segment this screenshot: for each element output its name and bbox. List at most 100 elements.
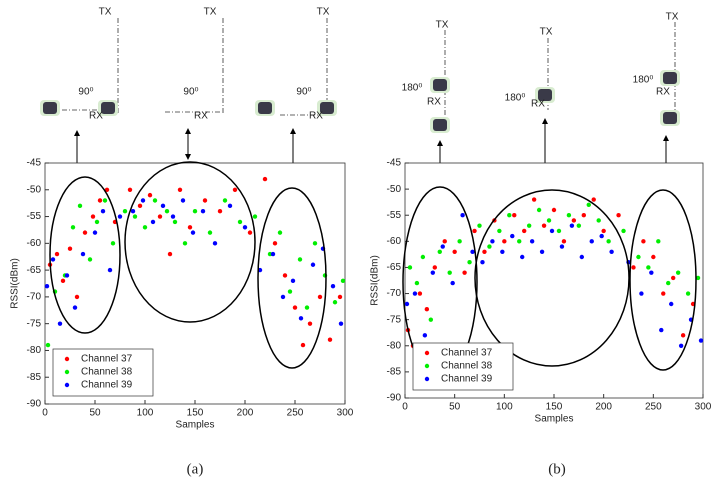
data-point <box>539 249 545 254</box>
annotation: TX <box>317 7 330 18</box>
y-tick-label: -80 <box>387 340 402 351</box>
data-point <box>424 307 430 312</box>
data-point <box>685 291 691 296</box>
data-point <box>247 230 253 235</box>
data-point <box>167 251 173 257</box>
data-point <box>412 291 418 296</box>
data-point <box>227 203 233 209</box>
data-point <box>500 249 505 254</box>
device-body <box>43 102 57 114</box>
data-point <box>202 198 208 203</box>
data-point <box>571 218 577 223</box>
data-point <box>678 343 684 348</box>
data-point <box>417 291 423 296</box>
device-body <box>663 112 677 124</box>
data-point <box>422 333 428 338</box>
data-point <box>576 223 582 228</box>
data-point <box>695 275 701 281</box>
device-body <box>433 119 447 131</box>
data-point <box>90 214 96 219</box>
data-point <box>74 294 80 300</box>
data-point <box>54 251 60 257</box>
data-point <box>300 342 306 348</box>
data-point <box>97 198 103 203</box>
x-tick-label: 200 <box>595 402 612 413</box>
data-point <box>187 225 193 230</box>
data-point <box>428 317 434 322</box>
legend-label: Channel 38 <box>441 361 493 372</box>
y-tick-label: -45 <box>27 158 42 169</box>
y-tick-label: -50 <box>387 184 402 195</box>
data-point <box>160 203 166 209</box>
data-point <box>142 225 148 230</box>
data-point <box>414 280 420 286</box>
legend-label: Channel 37 <box>441 348 493 359</box>
data-point <box>317 294 323 300</box>
data-point <box>596 218 601 223</box>
data-point <box>122 209 128 214</box>
data-point <box>222 198 228 203</box>
data-point <box>581 213 586 218</box>
data-point <box>671 275 676 281</box>
data-point <box>282 273 288 278</box>
data-point <box>87 257 93 262</box>
data-point <box>536 207 542 213</box>
data-point <box>50 257 56 262</box>
data-point <box>549 228 555 234</box>
legend-box <box>412 342 514 391</box>
data-point <box>591 197 596 202</box>
data-point <box>100 209 106 214</box>
device-body <box>663 72 677 84</box>
x-tick-label: 200 <box>237 408 254 419</box>
y-tick-label: -85 <box>387 367 402 378</box>
data-point <box>337 294 343 300</box>
data-point <box>529 239 535 244</box>
data-point <box>140 198 146 203</box>
data-point <box>217 209 223 214</box>
x-axis-label: Samples <box>535 414 574 425</box>
data-point <box>569 223 575 228</box>
data-point <box>675 270 681 275</box>
data-point <box>157 214 163 219</box>
data-point <box>452 249 457 254</box>
y-tick-label: -85 <box>27 372 42 383</box>
device-body <box>538 89 552 101</box>
annotation: 90⁰ <box>78 87 93 98</box>
data-point <box>442 239 447 244</box>
data-point <box>57 321 63 326</box>
data-point <box>287 289 293 294</box>
data-point <box>327 337 333 342</box>
annotation: RX <box>309 111 323 122</box>
data-point <box>107 267 113 273</box>
data-point <box>680 333 686 338</box>
annotation: 180⁰ <box>402 83 423 94</box>
data-point <box>641 239 646 244</box>
data-point <box>330 283 336 289</box>
x-tick-label: 250 <box>645 402 662 413</box>
data-point <box>182 241 188 246</box>
data-point <box>462 270 467 275</box>
x-tick-label: 300 <box>337 408 354 419</box>
data-point <box>304 305 310 310</box>
data-point <box>599 233 604 239</box>
y-tick-label: -90 <box>27 399 42 410</box>
data-point <box>482 249 487 254</box>
data-point <box>170 214 176 219</box>
data-point <box>609 249 614 254</box>
y-tick-label: -60 <box>27 238 42 249</box>
data-point <box>117 214 123 219</box>
data-point <box>110 241 116 246</box>
device-body <box>258 102 272 114</box>
data-point <box>457 239 462 244</box>
y-tick-label: -65 <box>387 262 402 273</box>
highlight-ellipse <box>257 187 327 369</box>
x-tick-label: 100 <box>137 408 154 419</box>
data-point <box>60 278 66 284</box>
data-point <box>172 219 178 225</box>
data-point <box>407 265 413 270</box>
y-tick-label: -80 <box>27 345 42 356</box>
y-tick-label: -70 <box>27 292 42 303</box>
data-point <box>132 214 138 219</box>
annotation: TX <box>540 27 553 38</box>
